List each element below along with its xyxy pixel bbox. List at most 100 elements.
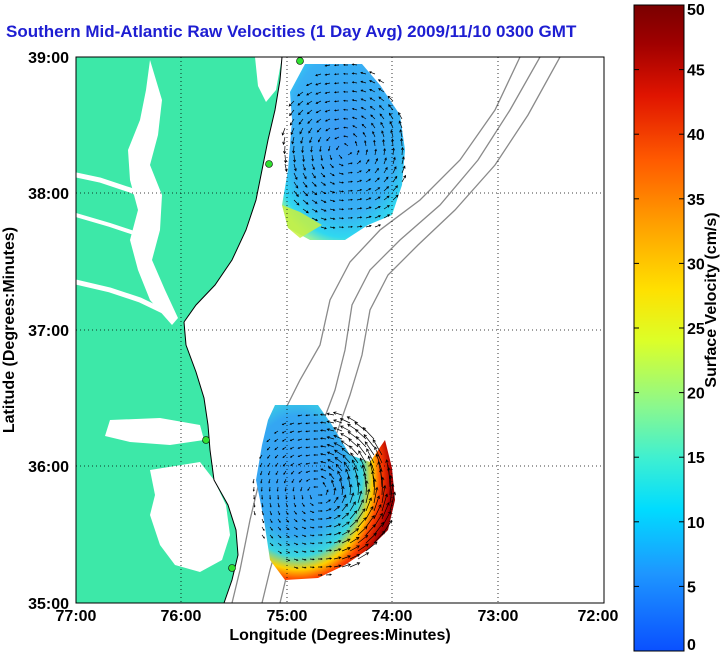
velocity-arrow: [260, 478, 263, 484]
velocity-arrow: [292, 145, 296, 154]
velocity-arrow: [318, 557, 323, 561]
velocity-arrow: [305, 82, 313, 87]
velocity-arrow: [315, 100, 322, 104]
x-tick-label: 76:00: [161, 608, 202, 625]
velocity-arrow: [285, 542, 291, 546]
velocity-arrow: [302, 163, 306, 171]
velocity-arrow: [400, 137, 404, 147]
velocity-arrow: [383, 195, 390, 201]
south-velocity-vectors: [252, 411, 397, 577]
velocity-arrow: [319, 429, 327, 432]
velocity-arrow: [297, 100, 304, 106]
velocity-arrow: [383, 214, 391, 219]
velocity-arrow: [292, 486, 295, 492]
velocity-arrow: [315, 82, 322, 86]
velocity-arrow: [311, 163, 315, 171]
velocity-arrow: [311, 208, 318, 213]
velocity-arrow: [329, 472, 335, 480]
velocity-arrow: [356, 160, 362, 165]
plot-frame: [75, 56, 605, 604]
velocity-arrow: [360, 89, 367, 93]
velocity-arrow: [351, 107, 358, 111]
velocity-arrow: [374, 446, 383, 464]
velocity-arrow: [302, 190, 309, 197]
velocity-arrow: [334, 109, 340, 112]
velocity-arrow: [293, 510, 297, 515]
radar-site-marker: [265, 160, 273, 168]
carolina-coast: [183, 321, 239, 603]
velocity-arrow: [379, 113, 385, 120]
velocity-arrow: [341, 485, 345, 496]
velocity-arrow: [341, 563, 352, 568]
velocity-arrow: [290, 127, 295, 136]
velocity-arrow: [349, 562, 361, 568]
velocity-arrow: [333, 505, 340, 512]
velocity-arrow: [293, 494, 296, 500]
velocity-arrow: [365, 506, 374, 520]
velocity-arrow: [349, 483, 353, 496]
x-tick-label: 72:00: [578, 608, 619, 625]
velocity-arrow: [369, 106, 376, 111]
velocity-arrow: [374, 196, 381, 201]
velocity-arrow: [338, 208, 345, 211]
y-tick-label: 38:00: [28, 186, 69, 203]
velocity-arrow: [357, 543, 369, 552]
velocity-arrow: [347, 171, 353, 174]
velocity-arrow: [309, 526, 315, 529]
velocity-arrow: [293, 526, 298, 530]
velocity-arrow: [298, 470, 303, 474]
velocity-arrow: [293, 542, 299, 546]
velocity-arrow: [277, 510, 281, 516]
velocity-arrow: [282, 454, 287, 459]
velocity-arrow: [329, 163, 334, 169]
velocity-arrow: [343, 81, 349, 84]
velocity-arrow: [333, 64, 340, 67]
velocity-arrow: [360, 98, 367, 102]
velocity-arrow: [343, 63, 349, 66]
velocity-arrow: [343, 72, 349, 75]
velocity-arrow: [313, 485, 318, 489]
velocity-arrow: [365, 169, 371, 174]
velocity-arrow: [338, 217, 344, 220]
velocity-arrow: [333, 531, 342, 536]
velocity-arrow: [329, 181, 336, 185]
velocity-arrow: [269, 510, 272, 516]
north-velocity-field: [282, 64, 405, 240]
y-axis-ticks: 39:00 38:00 37:00 36:00 35:00: [28, 50, 69, 613]
velocity-arrow: [309, 542, 315, 545]
velocity-arrow: [253, 510, 256, 516]
velocity-arrow: [351, 99, 358, 102]
velocity-arrow: [326, 412, 335, 416]
velocity-arrow: [347, 216, 353, 219]
velocity-arrow: [352, 125, 358, 129]
colorbar-tick-label: 15: [687, 450, 705, 467]
velocity-arrow: [350, 452, 359, 464]
velocity-arrow: [356, 443, 367, 456]
velocity-arrow: [313, 477, 318, 481]
x-tick-label: 74:00: [372, 608, 413, 625]
velocity-arrow: [306, 109, 313, 115]
velocity-arrow: [299, 127, 304, 135]
velocity-arrow: [268, 478, 271, 484]
velocity-arrow: [318, 501, 323, 505]
velocity-arrow: [343, 90, 349, 93]
velocity-arrow: [365, 515, 375, 528]
velocity-arrow: [305, 462, 311, 465]
velocity-arrow: [381, 519, 393, 536]
velocity-arrow: [306, 100, 313, 105]
velocity-arrow: [334, 73, 340, 76]
velocity-arrow: [259, 454, 263, 459]
velocity-arrow: [277, 534, 282, 539]
colorbar-tick-label: 35: [687, 192, 705, 209]
velocity-arrow: [274, 446, 279, 451]
velocity-arrow: [383, 147, 386, 156]
velocity-arrow: [351, 459, 359, 472]
james-river: [76, 279, 167, 315]
velocity-arrow: [392, 175, 398, 183]
colorbar-tick-label: 45: [687, 63, 705, 80]
velocity-arrow: [293, 518, 298, 523]
velocity-arrow: [357, 534, 369, 544]
velocity-arrow: [349, 510, 358, 520]
velocity-arrow: [351, 90, 358, 93]
velocity-arrow: [369, 80, 376, 84]
